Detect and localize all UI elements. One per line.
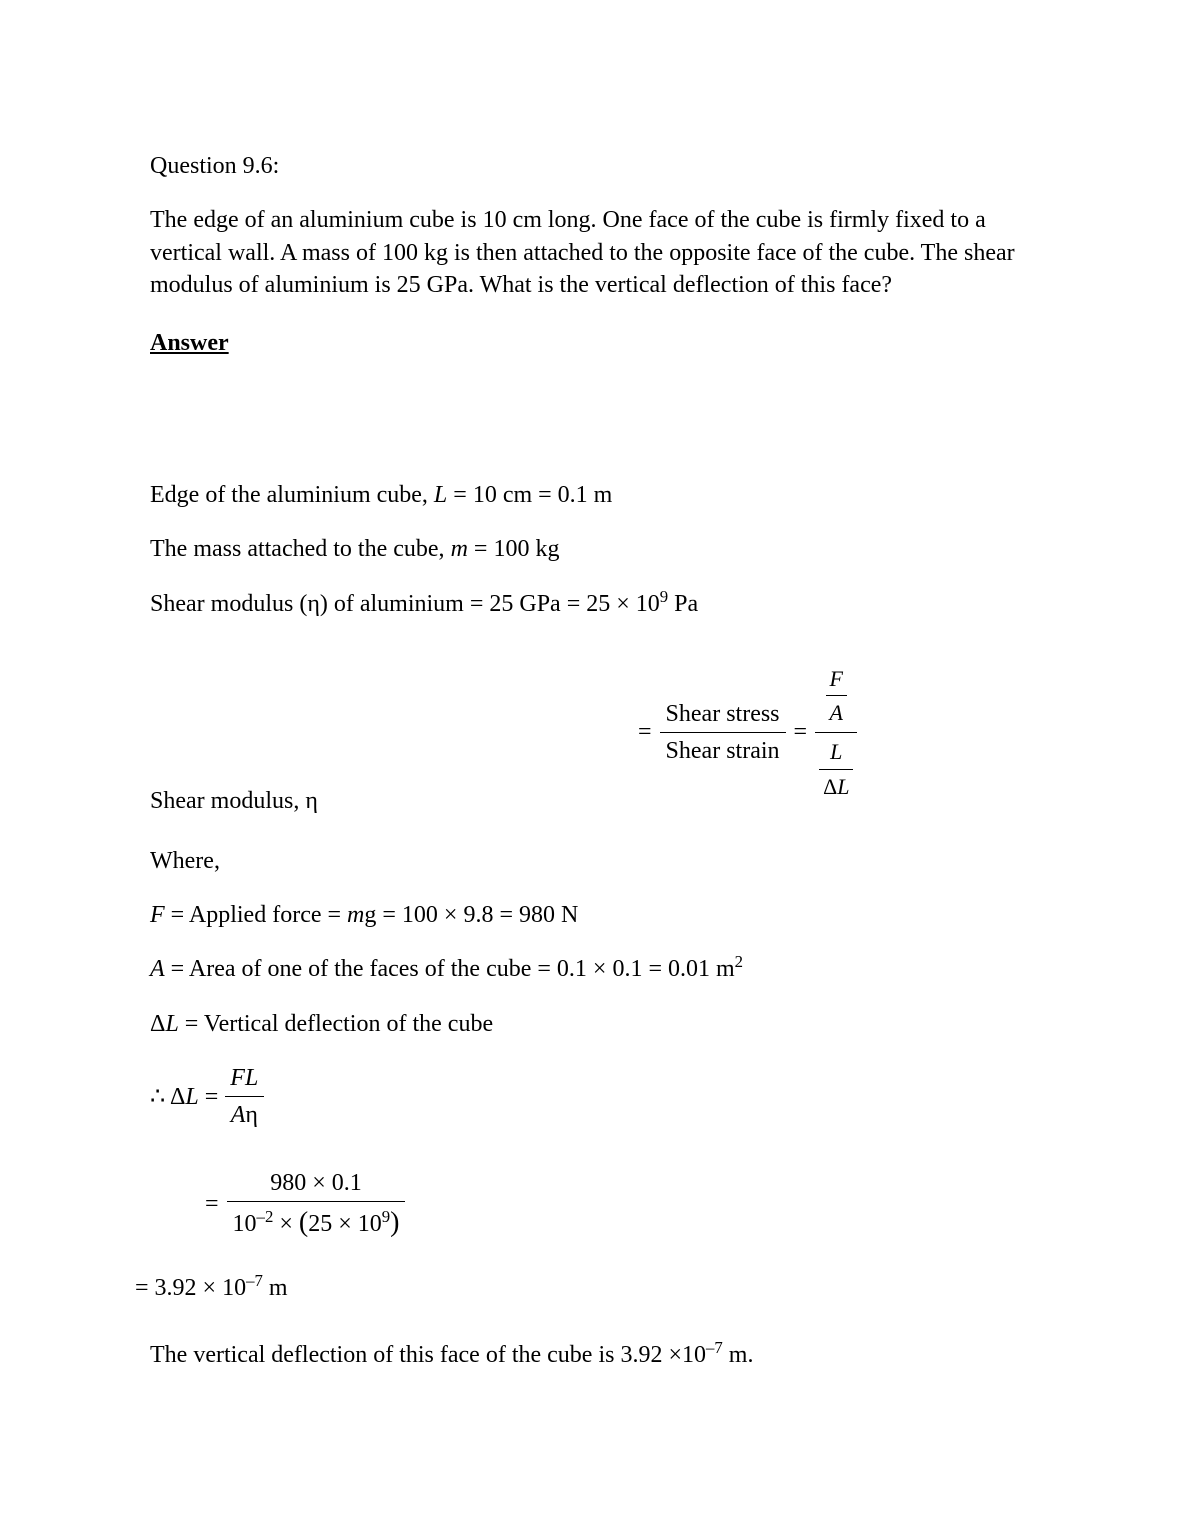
text: g = 100 × 9.8 = 980 N xyxy=(364,902,578,928)
variable-L: L xyxy=(826,735,846,769)
define-A: A = Area of one of the faces of the cube… xyxy=(150,953,1040,985)
equals: = xyxy=(199,1081,225,1113)
text: = Area of one of the faces of the cube =… xyxy=(165,956,735,982)
numerator: FL xyxy=(224,1062,264,1096)
text: = Vertical deflection of the cube xyxy=(179,1011,493,1037)
variable-L: L xyxy=(434,482,447,508)
define-dL: ΔL = Vertical deflection of the cube xyxy=(150,1008,1040,1040)
document-page: Question 9.6: The edge of an aluminium c… xyxy=(0,0,1190,1372)
question-text: The edge of an aluminium cube is 10 cm l… xyxy=(150,204,1040,301)
variable-dL: ΔL xyxy=(819,769,853,804)
text: 25 × 10 xyxy=(308,1211,382,1237)
numerator: Shear stress xyxy=(660,698,786,732)
text: = 100 kg xyxy=(468,536,560,562)
exponent: 2 xyxy=(735,952,743,971)
text: 10 xyxy=(233,1211,257,1237)
text: = 10 cm = 0.1 m xyxy=(447,482,612,508)
denominator: L ΔL xyxy=(815,732,857,805)
question-number: Question 9.6: xyxy=(150,150,1040,182)
text: Shear modulus (η) of aluminium = 25 GPa … xyxy=(150,591,660,617)
conclusion: The vertical deflection of this face of … xyxy=(150,1339,1040,1371)
text: m. xyxy=(723,1342,754,1368)
exponent: –7 xyxy=(706,1338,723,1357)
equals: = xyxy=(205,1188,227,1220)
variable-L: L xyxy=(185,1081,198,1113)
variable-F: F xyxy=(826,662,847,696)
denominator: Aη xyxy=(225,1096,264,1131)
text: Edge of the aluminium cube, xyxy=(150,482,434,508)
result-value: = 3.92 × 10–7 m xyxy=(135,1272,1040,1304)
deltaL-derivation: ∴ ΔL = FL Aη = 980 × 0.1 10–2 × (25 × 10… xyxy=(150,1062,1040,1242)
fraction-FA-LdL: F A L ΔL xyxy=(815,660,857,806)
fraction-numeric: 980 × 0.1 10–2 × (25 × 109) xyxy=(227,1167,406,1242)
denominator: 10–2 × (25 × 109) xyxy=(227,1201,406,1242)
given-modulus: Shear modulus (η) of aluminium = 25 GPa … xyxy=(150,588,1040,620)
exponent: –2 xyxy=(257,1207,274,1226)
variable-m: m xyxy=(451,536,468,562)
fraction-FL-Aeta: FL Aη xyxy=(224,1062,264,1132)
variable-L: L xyxy=(165,1011,178,1037)
define-F: F = Applied force = mg = 100 × 9.8 = 980… xyxy=(150,899,1040,931)
variable-A: A xyxy=(826,695,847,730)
exponent: 9 xyxy=(660,587,668,606)
text: The mass attached to the cube, xyxy=(150,536,451,562)
text: Pa xyxy=(668,591,698,617)
deltaL-numeric: = 980 × 0.1 10–2 × (25 × 109) xyxy=(205,1167,1040,1242)
equals: = xyxy=(786,716,816,748)
text: = 3.92 × 10 xyxy=(135,1275,246,1301)
fraction-stress-strain: Shear stress Shear strain xyxy=(660,698,786,768)
exponent: –7 xyxy=(246,1271,263,1290)
text: The vertical deflection of this face of … xyxy=(150,1342,706,1368)
deltaL-equals-FL-over-Aeta: ∴ ΔL = FL Aη xyxy=(150,1062,1040,1132)
formula-lead: Shear modulus, η xyxy=(150,785,318,819)
variable-A: A xyxy=(150,956,165,982)
exponent: 9 xyxy=(382,1207,390,1226)
delta: Δ xyxy=(150,1011,165,1037)
numerator: F A xyxy=(822,660,851,732)
numerator: 980 × 0.1 xyxy=(264,1167,368,1201)
variable-m: m xyxy=(347,902,364,928)
shear-modulus-formula: = Shear stress Shear strain = F A L ΔL xyxy=(150,680,1040,819)
text: = Applied force = xyxy=(165,902,347,928)
therefore: ∴ Δ xyxy=(150,1081,185,1113)
where-label: Where, xyxy=(150,845,1040,877)
variable-F: F xyxy=(150,902,165,928)
text: m xyxy=(263,1275,288,1301)
equals: = xyxy=(630,716,660,748)
text: × xyxy=(273,1211,299,1237)
given-mass: The mass attached to the cube, m = 100 k… xyxy=(150,533,1040,565)
given-edge: Edge of the aluminium cube, L = 10 cm = … xyxy=(150,479,1040,511)
answer-heading: Answer xyxy=(150,327,1040,359)
denominator: Shear strain xyxy=(660,732,786,767)
